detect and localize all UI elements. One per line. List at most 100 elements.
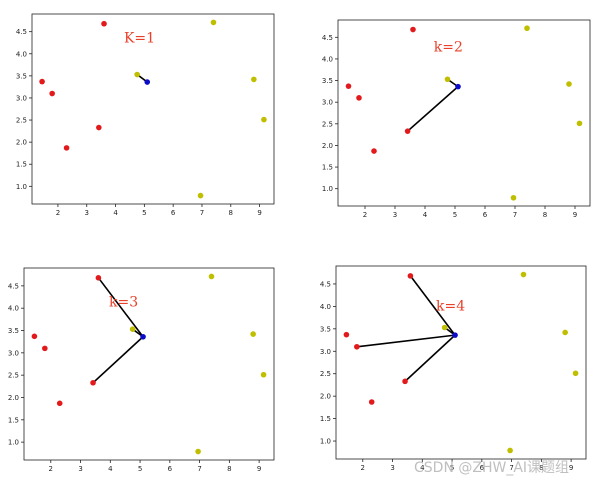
y-tick-label: 1.5	[8, 416, 19, 424]
point-yellow	[441, 324, 448, 331]
neighbor-line	[97, 277, 144, 338]
y-tick-label: 1.5	[320, 415, 331, 423]
x-tick-label: 9	[257, 465, 261, 473]
y-tick-label: 3.0	[322, 99, 333, 107]
y-tick-label: 4.0	[8, 305, 19, 313]
x-tick-label: 9	[573, 211, 577, 219]
point-red	[96, 124, 102, 131]
x-tick-label: 5	[138, 465, 142, 473]
x-tick-label: 3	[393, 211, 397, 219]
neighbor-line	[356, 334, 456, 348]
point-red	[343, 331, 350, 338]
x-tick-label: 7	[509, 464, 513, 472]
x-tick-label: 9	[569, 464, 573, 472]
point-red	[345, 83, 352, 89]
x-tick-label: 4	[420, 464, 425, 472]
x-tick-label: 8	[227, 465, 231, 473]
x-tick-label: 3	[85, 209, 89, 217]
point-yellow	[507, 447, 513, 454]
y-tick-label: 3.0	[8, 349, 19, 357]
point-red	[402, 378, 408, 385]
point-yellow	[444, 76, 451, 83]
k-annotation: k=4	[436, 298, 465, 314]
query-point	[455, 83, 461, 90]
k-annotation: k=2	[434, 40, 463, 56]
point-red	[101, 20, 107, 27]
neighbor-line	[407, 86, 459, 132]
point-red	[368, 399, 375, 405]
y-tick-label: 4.5	[320, 280, 331, 288]
point-red	[95, 275, 102, 281]
x-tick-label: 7	[513, 211, 517, 219]
point-red	[31, 333, 38, 340]
y-tick-label: 3.0	[16, 94, 27, 102]
x-tick-label: 2	[56, 209, 60, 217]
x-tick-label: 8	[539, 464, 543, 472]
query-point	[144, 79, 151, 85]
point-red	[49, 90, 55, 97]
y-tick-label: 4.5	[16, 28, 27, 36]
subplot-1: 2 3 4 5 6 7 8 9 1.0 1.5 2.0 2.5 3.0 3.5 4.0 4.5 K=1	[16, 13, 275, 217]
y-tick-label: 3.5	[8, 327, 19, 335]
neighbor-line	[404, 334, 456, 382]
y-tick-label: 3.5	[320, 325, 331, 333]
y-tick-label: 4.5	[8, 282, 19, 290]
k-annotation: K=1	[124, 31, 155, 47]
point-red	[56, 400, 63, 407]
point-red	[404, 128, 411, 134]
x-tick-label: 8	[543, 211, 547, 219]
point-red	[354, 343, 360, 350]
query-point	[140, 333, 146, 340]
point-red	[90, 379, 96, 386]
y-tick-label: 2.5	[322, 120, 333, 128]
x-tick-label: 7	[200, 209, 204, 217]
x-tick-label: 4	[108, 465, 113, 473]
point-yellow	[195, 448, 201, 455]
y-tick-label: 3.5	[16, 72, 27, 80]
y-tick-label: 2.0	[320, 393, 331, 401]
neighbor-line	[92, 336, 144, 384]
x-tick-label: 3	[390, 464, 394, 472]
plot-frame	[337, 19, 591, 207]
y-tick-label: 2.0	[8, 394, 19, 402]
x-tick-label: 4	[113, 209, 118, 217]
point-yellow	[510, 194, 517, 201]
y-tick-label: 2.5	[16, 117, 27, 125]
x-tick-label: 6	[483, 211, 488, 219]
point-red	[39, 78, 45, 85]
x-tick-label: 7	[197, 465, 201, 473]
watermark-text: CSDN @ZHW_AI课题组	[414, 460, 570, 476]
k-annotation: k=3	[109, 294, 138, 310]
neighbor-line	[409, 275, 456, 336]
point-yellow	[562, 329, 568, 336]
x-tick-label: 5	[453, 211, 457, 219]
y-tick-label: 1.0	[320, 438, 331, 446]
point-yellow	[250, 331, 256, 337]
point-red	[410, 26, 416, 33]
x-tick-label: 5	[450, 464, 454, 472]
y-tick-label: 1.5	[16, 161, 27, 169]
subplot-3: 2 3 4 5 6 7 8 9 1.0 1.5 2.0 2.5 3.0 3.5 4.0 4.5 k=3	[8, 267, 275, 473]
plot-frame	[31, 13, 275, 205]
y-tick-label: 4.5	[322, 34, 333, 42]
point-yellow	[210, 19, 217, 26]
point-yellow	[129, 326, 136, 332]
y-tick-label: 2.0	[16, 139, 27, 147]
x-tick-label: 2	[361, 464, 365, 472]
x-tick-label: 6	[171, 209, 176, 217]
point-yellow	[197, 192, 204, 199]
y-tick-label: 1.0	[8, 439, 19, 447]
x-tick-label: 9	[257, 209, 261, 217]
y-tick-label: 2.5	[320, 370, 331, 378]
x-tick-label: 2	[49, 465, 53, 473]
x-tick-label: 8	[229, 209, 233, 217]
subplot-4: 2 3 4 5 6 7 8 9 1.0 1.5 2.0 2.5 3.0 3.5 4.0 4.5 k=4	[320, 265, 587, 472]
point-yellow	[524, 25, 530, 32]
plot-frame	[335, 265, 587, 460]
y-tick-label: 3.5	[322, 77, 333, 85]
x-tick-label: 6	[480, 464, 485, 472]
query-point	[452, 332, 458, 338]
y-tick-label: 2.0	[322, 142, 333, 150]
plot-frame	[23, 267, 275, 461]
